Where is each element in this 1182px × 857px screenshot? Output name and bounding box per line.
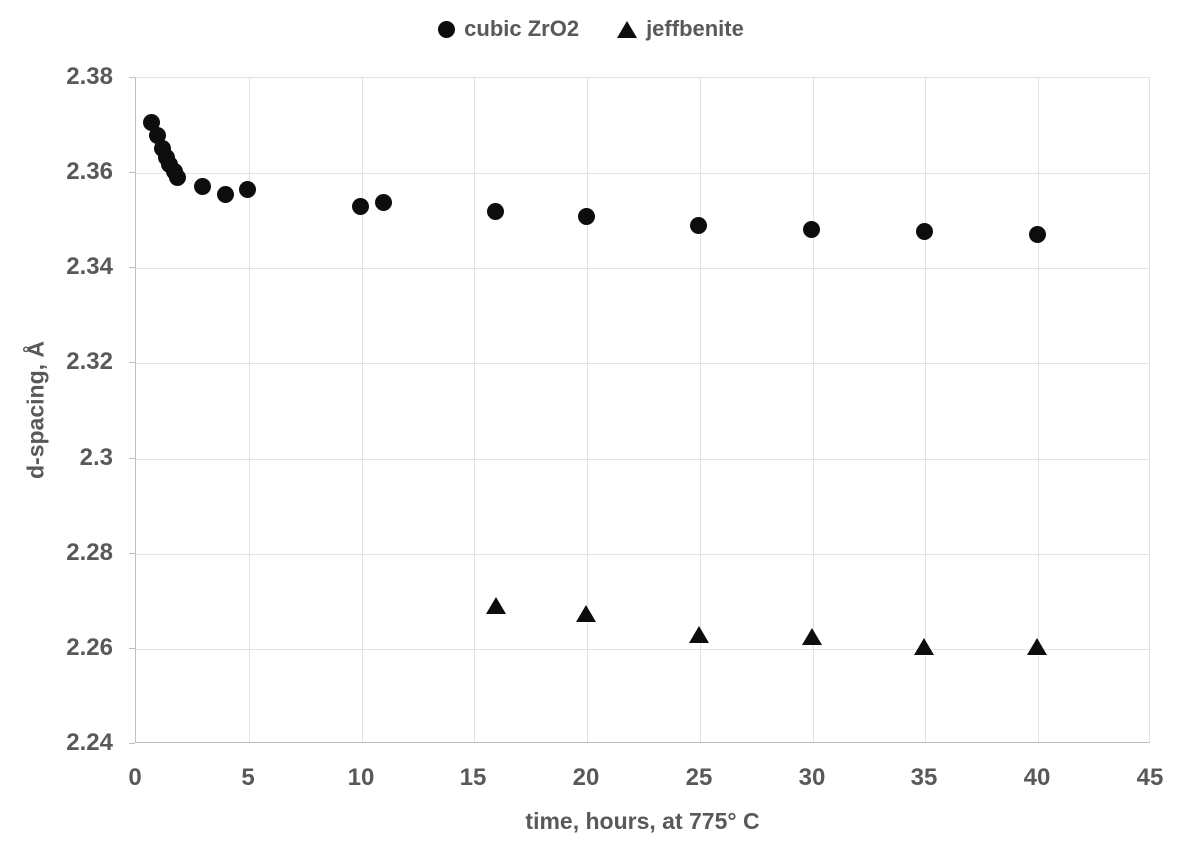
vertical-gridline	[813, 78, 814, 742]
vertical-gridline	[1038, 78, 1039, 742]
vertical-gridline	[474, 78, 475, 742]
y-axis-tick-mark	[129, 648, 135, 649]
legend-label-jeffbenite: jeffbenite	[646, 16, 744, 41]
legend: cubic ZrO2 jeffbenite	[0, 16, 1182, 42]
vertical-gridline	[700, 78, 701, 742]
y-axis-tick-mark	[129, 77, 135, 78]
y-axis-tick-mark	[129, 267, 135, 268]
data-point-cubic-zro2	[143, 114, 160, 131]
y-axis-tick-label: 2.28	[66, 539, 113, 566]
y-axis-tick-label: 2.3	[79, 444, 113, 471]
data-point-jeffbenite	[689, 626, 709, 643]
y-axis-tick-label: 2.24	[66, 729, 113, 756]
data-point-jeffbenite	[576, 605, 596, 622]
data-point-cubic-zro2	[1029, 226, 1046, 243]
data-point-cubic-zro2	[487, 203, 504, 220]
triangle-marker-icon	[617, 20, 638, 38]
x-axis-tick-label: 35	[910, 764, 938, 791]
horizontal-gridline	[136, 649, 1149, 650]
y-axis-tick-mark	[129, 362, 135, 363]
vertical-gridline	[925, 78, 926, 742]
data-point-jeffbenite	[486, 597, 506, 614]
x-axis-tick-label: 5	[241, 764, 255, 791]
data-point-cubic-zro2	[217, 186, 234, 203]
y-axis-tick-label: 2.32	[66, 348, 113, 375]
plot-area	[135, 77, 1150, 743]
y-axis-tick-label: 2.34	[66, 253, 113, 280]
data-point-cubic-zro2	[375, 194, 392, 211]
data-point-cubic-zro2	[690, 217, 707, 234]
x-axis-tick-label: 10	[347, 764, 375, 791]
y-axis-tick-label: 2.36	[66, 158, 113, 185]
x-axis-tick-label: 25	[685, 764, 713, 791]
data-point-cubic-zro2	[194, 178, 211, 195]
horizontal-gridline	[136, 363, 1149, 364]
x-axis-tick-label: 45	[1136, 764, 1164, 791]
x-axis-tick-label: 15	[459, 764, 487, 791]
data-point-cubic-zro2	[239, 181, 256, 198]
vertical-gridline	[249, 78, 250, 742]
y-axis-tick-label: 2.26	[66, 634, 113, 661]
legend-item-cubic-zro2: cubic ZrO2	[438, 16, 579, 42]
y-axis-tick-mark	[129, 743, 135, 744]
y-axis-tick-mark	[129, 458, 135, 459]
x-axis-tick-label: 30	[798, 764, 826, 791]
data-point-jeffbenite	[914, 638, 934, 655]
y-axis-tick-mark	[129, 172, 135, 173]
horizontal-gridline	[136, 173, 1149, 174]
x-axis-tick-label: 40	[1023, 764, 1051, 791]
data-point-jeffbenite	[1027, 638, 1047, 655]
data-point-cubic-zro2	[578, 208, 595, 225]
circle-marker-icon	[438, 20, 456, 38]
x-axis-tick-label: 0	[128, 764, 142, 791]
x-axis-title: time, hours, at 775° C	[525, 808, 760, 834]
data-point-cubic-zro2	[803, 221, 820, 238]
y-axis-tick-label: 2.38	[66, 63, 113, 90]
legend-label-cubic-zro2: cubic ZrO2	[464, 16, 580, 41]
horizontal-gridline	[136, 459, 1149, 460]
data-point-cubic-zro2	[149, 127, 166, 144]
legend-item-jeffbenite: jeffbenite	[617, 16, 744, 42]
horizontal-gridline	[136, 268, 1149, 269]
vertical-gridline	[587, 78, 588, 742]
x-axis-tick-label: 20	[572, 764, 600, 791]
y-axis-title: d-spacing, Å	[22, 340, 49, 480]
data-point-cubic-zro2	[169, 169, 186, 186]
data-point-cubic-zro2	[916, 223, 933, 240]
vertical-gridline	[362, 78, 363, 742]
data-point-cubic-zro2	[352, 198, 369, 215]
data-point-jeffbenite	[802, 628, 822, 645]
horizontal-gridline	[136, 554, 1149, 555]
y-axis-tick-mark	[129, 553, 135, 554]
